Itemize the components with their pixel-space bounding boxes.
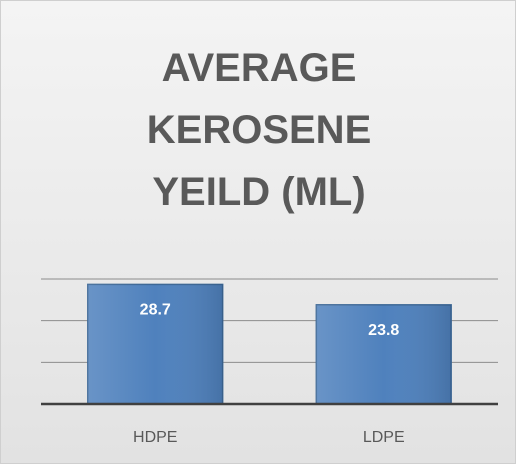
x-tick-label: HDPE (133, 429, 177, 446)
bar-shading (87, 284, 223, 404)
value-label: 28.7 (140, 302, 171, 319)
bar-shading (316, 304, 452, 404)
chart-title: AVERAGE KEROSENE YEILD (ML) (146, 46, 372, 214)
x-tick-label: LDPE (363, 429, 405, 446)
value-label: 23.8 (368, 322, 399, 339)
